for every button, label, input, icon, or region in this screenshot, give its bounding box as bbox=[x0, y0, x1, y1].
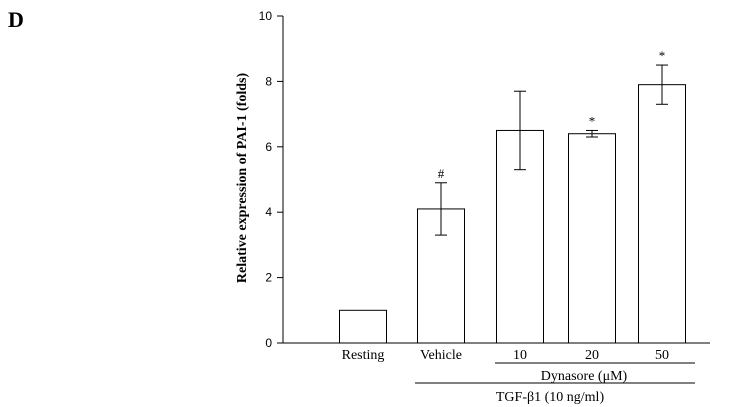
significance-marker: * bbox=[589, 113, 596, 128]
y-axis-label: Relative expression of PAI-1 (folds) bbox=[235, 73, 250, 284]
y-tick-label: 8 bbox=[265, 74, 272, 88]
y-tick-label: 4 bbox=[265, 205, 272, 219]
x-tick-label: 50 bbox=[655, 348, 669, 363]
y-tick-label: 2 bbox=[265, 271, 272, 285]
dynasore-group-label: Dynasore (μM) bbox=[541, 369, 628, 384]
bar bbox=[568, 133, 616, 344]
bar bbox=[339, 309, 387, 344]
y-tick-label: 0 bbox=[265, 336, 272, 350]
treatment-group-label: TGF-β1 (10 ng/ml) bbox=[496, 390, 605, 405]
panel-label: D bbox=[8, 7, 24, 32]
x-tick-label: 20 bbox=[585, 348, 599, 363]
significance-marker: * bbox=[659, 48, 666, 63]
bar bbox=[638, 84, 686, 344]
x-tick-label: Vehicle bbox=[420, 348, 462, 363]
significance-marker: # bbox=[438, 166, 445, 181]
x-tick-label: 10 bbox=[513, 348, 527, 363]
y-tick-label: 10 bbox=[259, 9, 273, 23]
y-tick-label: 6 bbox=[265, 140, 272, 154]
x-tick-label: Resting bbox=[342, 348, 385, 363]
